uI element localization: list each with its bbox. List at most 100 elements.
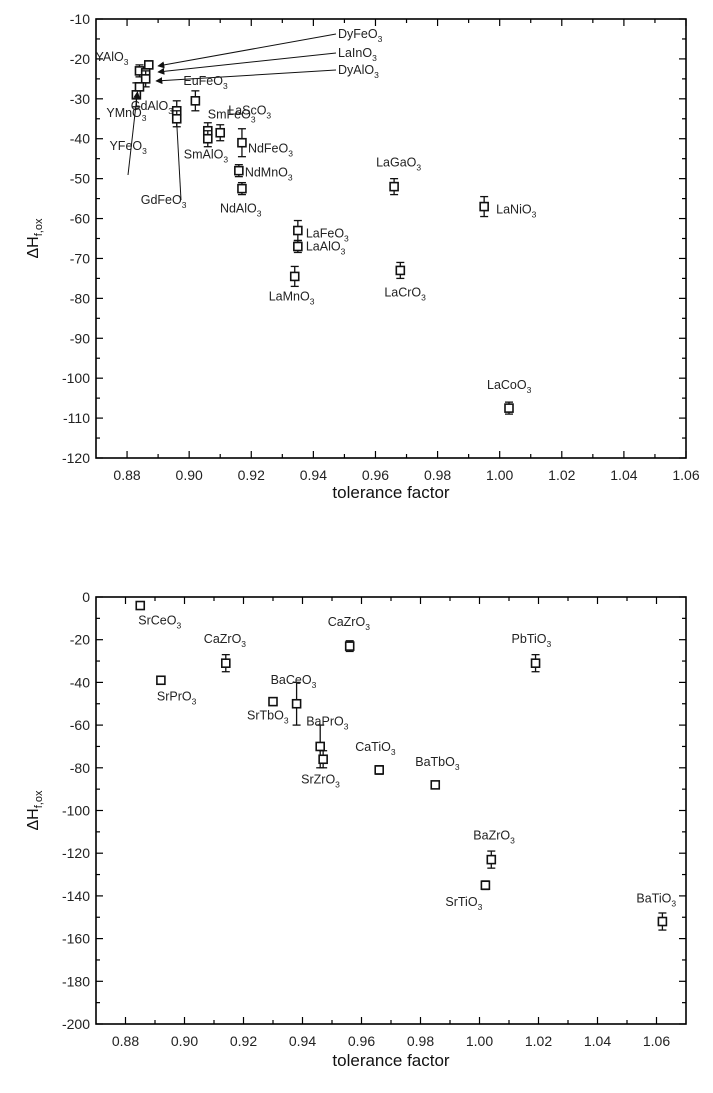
point-label-sub: 3 xyxy=(478,902,483,912)
x-tick-label: 1.02 xyxy=(525,1033,552,1049)
x-tick-label: 1.00 xyxy=(466,1033,493,1049)
point-label: LaNiO3 xyxy=(496,203,536,220)
point-label: YFeO3 xyxy=(109,139,147,156)
y-tick-label: -200 xyxy=(62,1016,90,1032)
x-tick-label: 0.96 xyxy=(362,467,389,483)
point-label: DyAlO3 xyxy=(338,63,379,80)
data-point xyxy=(315,741,326,752)
point-label-name: SrCeO xyxy=(138,614,176,628)
data-point xyxy=(289,271,300,282)
data-point xyxy=(190,96,201,106)
data-point xyxy=(344,641,355,651)
data-point xyxy=(140,74,151,84)
point-label-sub: 3 xyxy=(547,639,552,649)
y-tick-label: -180 xyxy=(62,973,90,989)
y-tick-label: -140 xyxy=(62,888,90,904)
point-label-name: CaZrO xyxy=(204,632,242,646)
point-label-sub: 3 xyxy=(288,149,293,159)
x-tick-label: 0.92 xyxy=(230,1033,257,1049)
point-label-sub: 3 xyxy=(312,680,317,690)
point-label-sub: 3 xyxy=(335,779,340,789)
point-label: SrCeO3 xyxy=(138,614,181,631)
y-axis-label-main: ΔH xyxy=(25,236,42,258)
point-label-sub: 3 xyxy=(510,836,515,846)
point-label-sub: 3 xyxy=(455,762,460,772)
point-label: NdAlO3 xyxy=(220,202,262,219)
data-point xyxy=(221,658,231,668)
x-tick-label: 0.90 xyxy=(176,467,203,483)
point-label-name: CaZrO xyxy=(328,615,366,629)
point-label-sub: 3 xyxy=(223,81,228,91)
data-point xyxy=(202,133,213,144)
data-point xyxy=(237,183,247,194)
annotation-arrow xyxy=(155,69,337,85)
annotation-arrow xyxy=(157,33,337,69)
point-label-name: YFeO xyxy=(109,139,142,153)
point-label: BaTbO3 xyxy=(415,755,460,772)
point-label: BaCeO3 xyxy=(271,673,317,690)
point-label: LaFeO3 xyxy=(306,227,349,244)
x-axis-label: tolerance factor xyxy=(332,1051,450,1070)
point-label-name: LaGaO xyxy=(376,156,417,170)
point-label: NdFeO3 xyxy=(248,142,293,159)
point-label-name: EuFeO xyxy=(183,74,223,88)
y-axis-label: ΔHf,ox xyxy=(25,790,45,830)
point-label: SmAlO3 xyxy=(184,148,229,165)
point-label-name: SrTbO xyxy=(247,709,284,723)
y-tick-label: -120 xyxy=(62,845,90,861)
data-point xyxy=(156,675,166,686)
x-tick-label: 1.06 xyxy=(643,1033,670,1049)
point-label: SrTbO3 xyxy=(247,709,289,726)
point-label: LaGaO3 xyxy=(376,156,421,173)
y-tick-label: -60 xyxy=(70,717,90,733)
point-label-name: PbTiO xyxy=(512,632,547,646)
point-label: DyFeO3 xyxy=(338,27,383,44)
y-tick-label: -110 xyxy=(63,410,90,426)
x-tick-label: 0.98 xyxy=(424,467,451,483)
x-tick-label: 1.04 xyxy=(584,1033,611,1049)
point-label-name: GdAlO xyxy=(131,99,169,113)
x-tick-label: 1.02 xyxy=(548,467,575,483)
point-label: SrPrO3 xyxy=(157,689,197,706)
y-tick-label: -160 xyxy=(62,931,90,947)
y-axis-label: ΔHf,ox xyxy=(25,218,45,258)
annotation-arrow xyxy=(127,91,141,176)
x-axis-label: tolerance factor xyxy=(332,483,450,502)
point-label-sub: 3 xyxy=(251,115,256,125)
data-point xyxy=(318,754,328,765)
point-label-sub: 3 xyxy=(182,200,187,210)
point-label-name: SrTiO xyxy=(445,895,477,909)
data-point xyxy=(143,60,154,70)
point-label: LaInO3 xyxy=(338,46,377,63)
y-tick-label: -80 xyxy=(70,290,90,306)
y-axis-label-sub: f,ox xyxy=(33,218,45,236)
point-label-sub: 3 xyxy=(124,57,129,67)
point-label-sub: 3 xyxy=(257,209,262,219)
point-label-name: LaCoO xyxy=(487,378,527,392)
point-label-sub: 3 xyxy=(344,721,349,731)
point-label-sub: 3 xyxy=(532,210,537,220)
point-label-name: BaZrO xyxy=(473,829,510,843)
top-chart: 0.88 0.90 0.92 0.94 0.96 0.98 1.00 1.02 1.04 1.06… xyxy=(25,11,700,502)
y-axis-label-sub: f,ox xyxy=(33,790,45,808)
data-point xyxy=(374,765,385,775)
x-tick-label: 0.94 xyxy=(289,1033,316,1049)
plot-frame xyxy=(95,596,687,1025)
point-label-name: LaAlO xyxy=(306,239,341,253)
x-tick-label: 0.98 xyxy=(407,1033,434,1049)
data-point xyxy=(430,780,441,790)
data-point xyxy=(135,600,146,611)
point-label-name: NdFeO xyxy=(248,142,289,156)
data-point xyxy=(657,916,668,927)
point-label-name: LaScO xyxy=(228,104,266,118)
point-label: CaZrO3 xyxy=(328,615,371,632)
point-label: LaCrO3 xyxy=(384,285,426,302)
point-label-sub: 3 xyxy=(374,70,379,80)
y-tick-label: -100 xyxy=(62,803,90,819)
y-tick-label: -60 xyxy=(70,211,90,227)
point-label: EuFeO3 xyxy=(183,74,228,91)
point-label-sub: 3 xyxy=(284,716,289,726)
data-point xyxy=(291,698,302,709)
point-label-sub: 3 xyxy=(365,622,370,632)
